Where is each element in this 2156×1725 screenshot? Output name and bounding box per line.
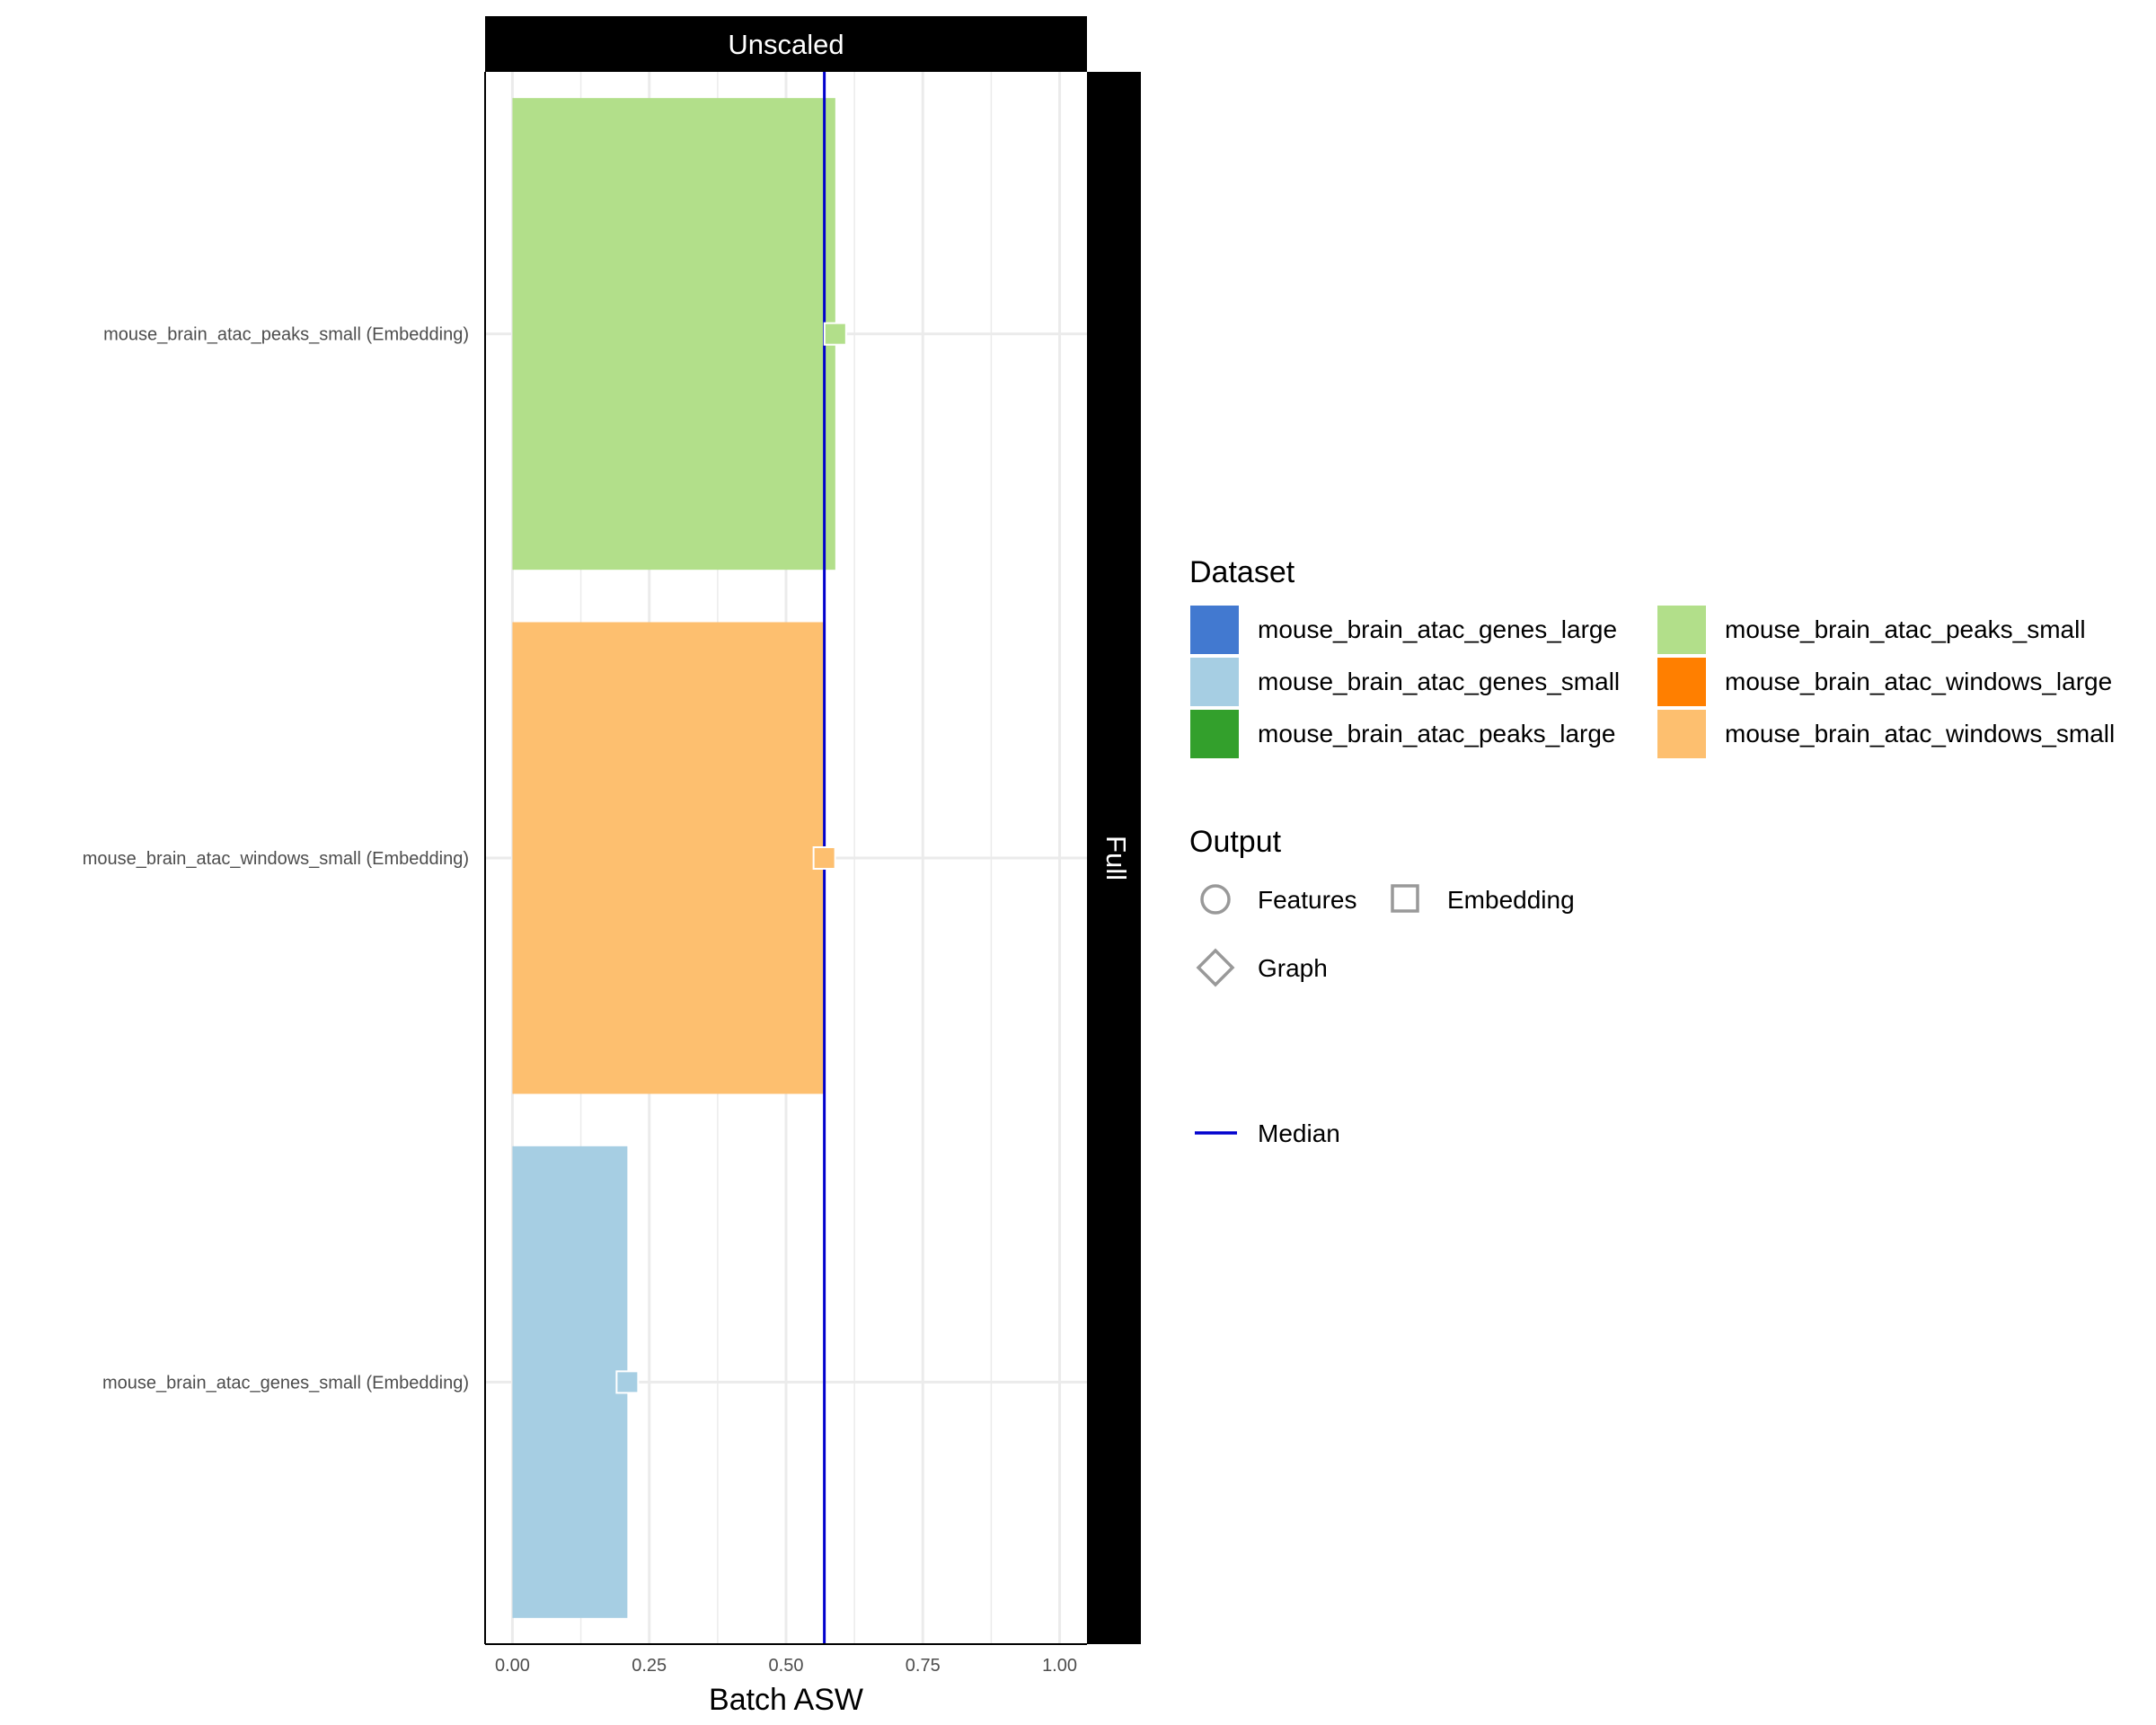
bars — [512, 98, 835, 1618]
legend-dataset-label: mouse_brain_atac_genes_small — [1258, 668, 1620, 695]
legend-dataset-title: Dataset — [1189, 555, 1295, 589]
facet-strip-right: Full — [1087, 72, 1141, 1644]
x-tick-labels: 0.00 0.25 0.50 0.75 1.00 — [495, 1656, 1077, 1676]
category-label: mouse_brain_atac_peaks_small (Embedding) — [103, 325, 469, 345]
legend-output-graph: Graph — [1196, 948, 1328, 987]
legend-median-label: Median — [1258, 1119, 1340, 1147]
facet-strip-right-bg — [1087, 72, 1141, 1644]
x-tick-label: 0.00 — [495, 1656, 530, 1676]
x-tick-label: 0.50 — [769, 1656, 804, 1676]
category-label: mouse_brain_atac_genes_small (Embedding) — [102, 1373, 469, 1393]
legend-median: Median — [1195, 1119, 1340, 1147]
square-icon — [1391, 884, 1419, 913]
bar — [512, 1146, 628, 1618]
data-point — [823, 322, 847, 346]
points — [615, 322, 847, 1394]
x-tick-label: 1.00 — [1042, 1656, 1077, 1676]
facet-strip-top: Unscaled — [485, 16, 1087, 72]
legend-dataset-label: mouse_brain_atac_genes_large — [1258, 615, 1617, 643]
legend-key — [1656, 708, 1708, 760]
legend-key — [1656, 656, 1708, 708]
legend-key — [1656, 604, 1708, 656]
legend-dataset-label: mouse_brain_atac_windows_small — [1725, 720, 2115, 748]
legend-output-embedding: Embedding — [1391, 884, 1575, 914]
legend-output-label: Embedding — [1447, 886, 1575, 914]
legend-dataset-label: mouse_brain_atac_peaks_small — [1725, 615, 2086, 643]
facet-column-label: Unscaled — [728, 29, 844, 60]
bar — [512, 622, 825, 1094]
facet-row-label: Full — [1100, 836, 1132, 880]
legend-output-features: Features — [1200, 884, 1357, 915]
legend-key — [1188, 656, 1241, 708]
category-label: mouse_brain_atac_windows_small (Embeddin… — [83, 849, 469, 869]
legend: Dataset mouse_brain_atac_genes_largemous… — [1188, 555, 2115, 1147]
legend-dataset-label: mouse_brain_atac_peaks_large — [1258, 720, 1616, 748]
facet-strip-top-bg — [485, 16, 1087, 72]
legend-key — [1188, 708, 1241, 760]
legend-output-title: Output — [1189, 825, 1282, 859]
category-labels: mouse_brain_atac_peaks_small (Embedding)… — [83, 325, 469, 1393]
x-tick-label: 0.75 — [906, 1656, 941, 1676]
circle-icon — [1200, 884, 1231, 915]
legend-datasets: mouse_brain_atac_genes_large mouse_brain_… — [1188, 604, 2115, 760]
legend-output-label: Graph — [1258, 954, 1328, 982]
data-point — [615, 1370, 640, 1394]
legend-output-label: Features — [1258, 886, 1357, 914]
diamond-icon — [1196, 948, 1235, 987]
plot-panel — [484, 72, 1087, 1645]
legend-key — [1188, 604, 1241, 656]
legend-dataset-label: mouse_brain_atac_windows_large — [1725, 668, 2112, 695]
bar — [512, 98, 835, 571]
data-point — [812, 846, 836, 870]
x-axis-title: Batch ASW — [709, 1683, 863, 1717]
x-tick-label: 0.25 — [632, 1656, 667, 1676]
